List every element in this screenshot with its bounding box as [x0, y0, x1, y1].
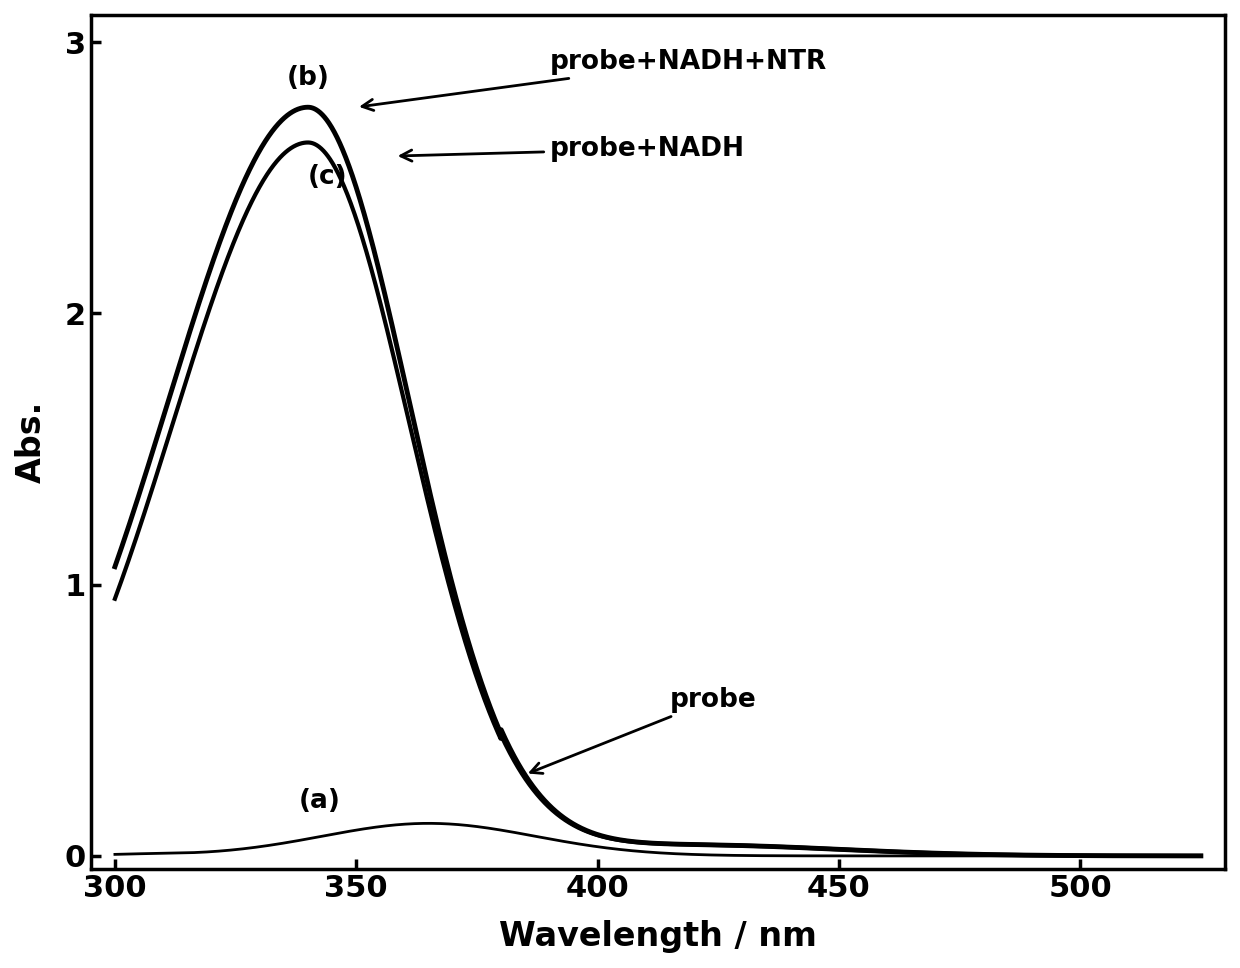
Y-axis label: Abs.: Abs.	[15, 401, 48, 483]
X-axis label: Wavelength / nm: Wavelength / nm	[498, 920, 817, 953]
Text: (a): (a)	[299, 788, 340, 814]
Text: (c): (c)	[308, 165, 347, 190]
Text: (b): (b)	[286, 65, 330, 91]
Text: probe+NADH: probe+NADH	[401, 136, 744, 162]
Text: probe: probe	[531, 686, 756, 773]
Text: probe+NADH+NTR: probe+NADH+NTR	[362, 49, 827, 110]
